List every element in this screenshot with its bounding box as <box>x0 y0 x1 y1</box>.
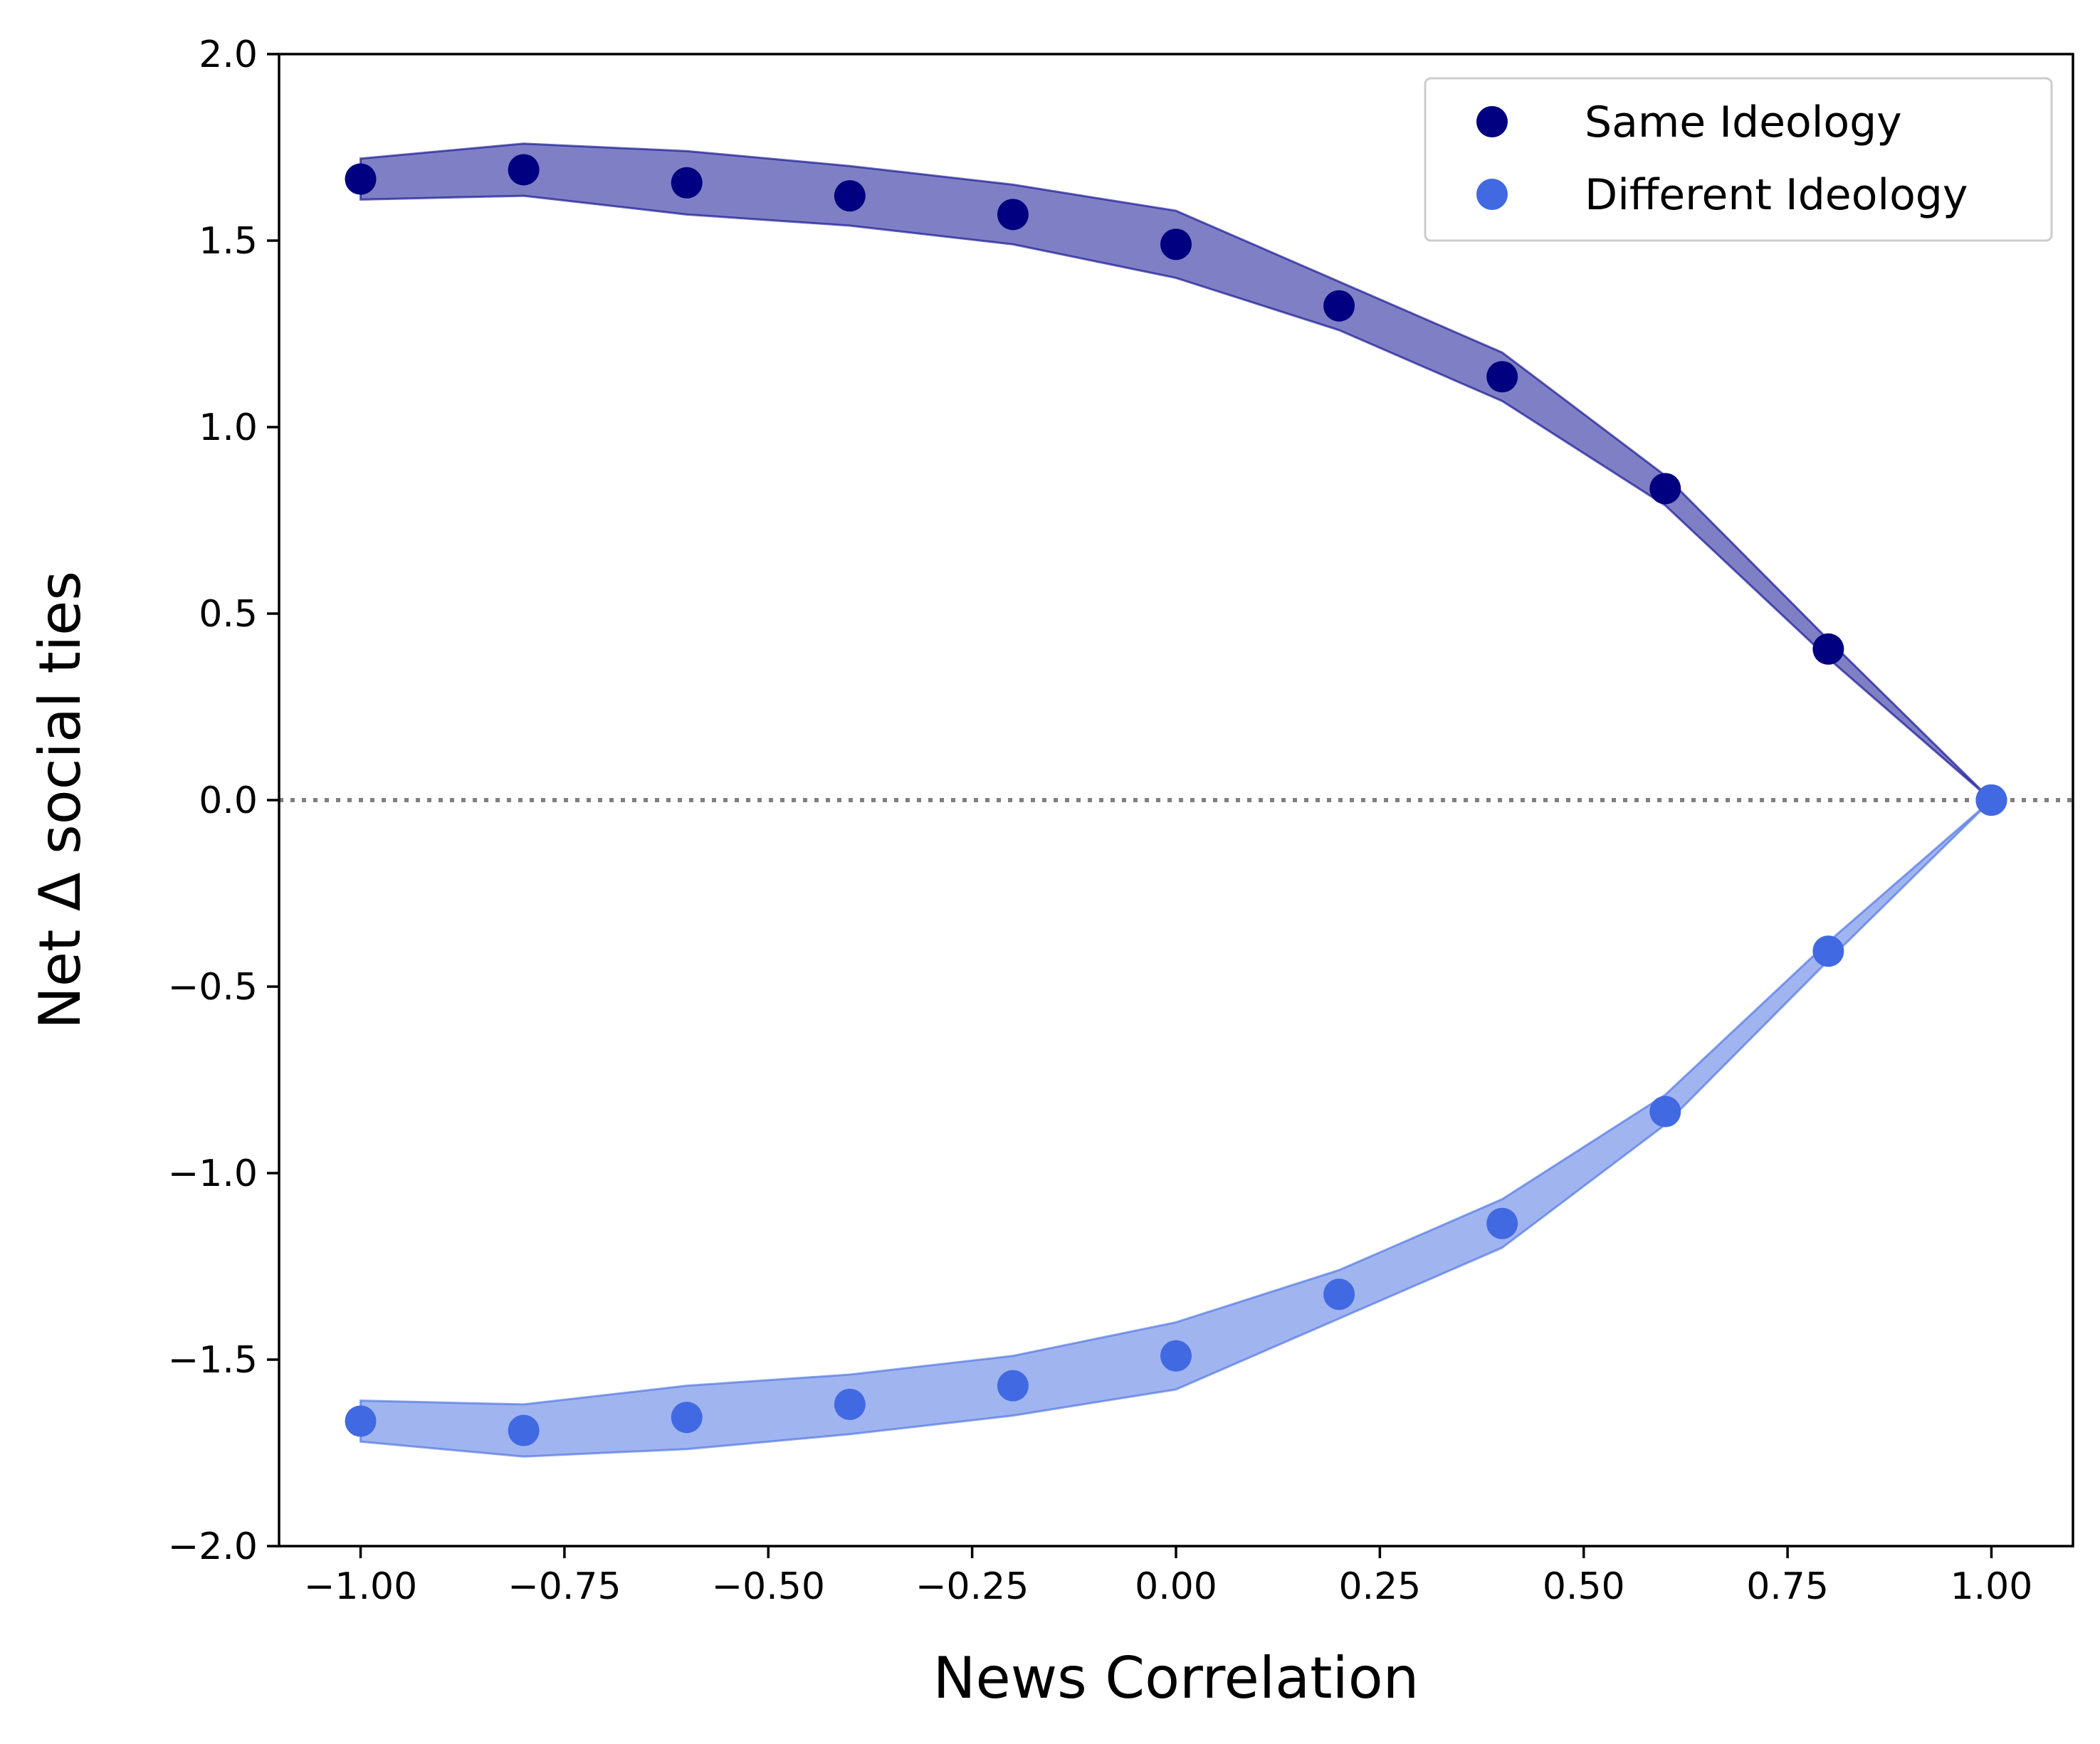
y-tick-label: −0.5 <box>168 966 258 1009</box>
legend-marker-different-ideology <box>1476 179 1508 210</box>
y-axis-label: Net Δ social ties <box>27 571 93 1029</box>
x-axis-label: News Correlation <box>933 1645 1419 1711</box>
different-ideology-point <box>834 1388 866 1420</box>
band-different-ideology <box>359 799 1993 1458</box>
x-axis-ticks: −1.00 −0.75 −0.50 −0.25 0.00 0.25 0.50 0.75 1.00 <box>304 1546 2032 1608</box>
y-tick-label: 0.0 <box>199 779 258 822</box>
y-tick-label: −1.0 <box>168 1152 258 1195</box>
legend: Same Ideology Different Ideology <box>1424 77 2053 242</box>
same-ideology-point <box>1323 290 1355 322</box>
different-ideology-point <box>1160 1340 1192 1372</box>
different-ideology-point <box>345 1405 377 1437</box>
different-ideology-point <box>1323 1278 1355 1310</box>
different-ideology-point <box>508 1414 540 1446</box>
x-tick-label: 0.00 <box>1135 1565 1217 1608</box>
x-tick-label: −1.00 <box>304 1565 417 1608</box>
x-tick-label: −0.25 <box>915 1565 1029 1608</box>
legend-box <box>1424 77 2053 242</box>
legend-label-different-ideology: Different Ideology <box>1585 170 1968 220</box>
different-ideology-point <box>1649 1096 1681 1128</box>
different-ideology-point <box>997 1370 1029 1402</box>
y-tick-label: −1.5 <box>168 1339 258 1382</box>
same-ideology-point <box>671 167 703 199</box>
x-tick-label: 0.25 <box>1338 1565 1421 1608</box>
same-ideology-point <box>345 163 377 195</box>
legend-marker-same-ideology <box>1476 106 1508 137</box>
x-tick-label: 0.50 <box>1543 1565 1625 1608</box>
same-ideology-point <box>1160 228 1192 261</box>
x-tick-label: −0.50 <box>712 1565 825 1608</box>
same-ideology-point <box>997 199 1029 231</box>
different-ideology-point <box>1486 1207 1518 1239</box>
x-tick-label: 1.00 <box>1951 1565 2033 1608</box>
same-ideology-point <box>1812 633 1844 665</box>
y-tick-label: −2.0 <box>168 1525 258 1568</box>
y-tick-label: 2.0 <box>199 33 258 76</box>
x-tick-label: 0.75 <box>1746 1565 1829 1608</box>
y-axis-ticks: −2.0 −1.5 −1.0 −0.5 0.0 0.5 1.0 1.5 2.0 <box>168 33 279 1568</box>
same-ideology-point <box>1649 473 1681 505</box>
different-ideology-point <box>671 1402 703 1434</box>
x-tick-label: −0.75 <box>508 1565 621 1608</box>
same-ideology-point <box>1486 361 1518 393</box>
y-tick-label: 0.5 <box>199 593 258 636</box>
different-ideology-point <box>1975 784 2007 816</box>
confidence-bands <box>359 142 1993 1458</box>
y-tick-label: 1.5 <box>199 220 258 263</box>
data-points <box>345 154 2007 1446</box>
y-tick-label: 1.0 <box>199 406 258 449</box>
different-ideology-point <box>1812 935 1844 967</box>
band-same-ideology <box>359 142 1993 802</box>
same-ideology-point <box>508 154 540 186</box>
same-ideology-point <box>834 180 866 212</box>
legend-label-same-ideology: Same Ideology <box>1585 98 1902 147</box>
